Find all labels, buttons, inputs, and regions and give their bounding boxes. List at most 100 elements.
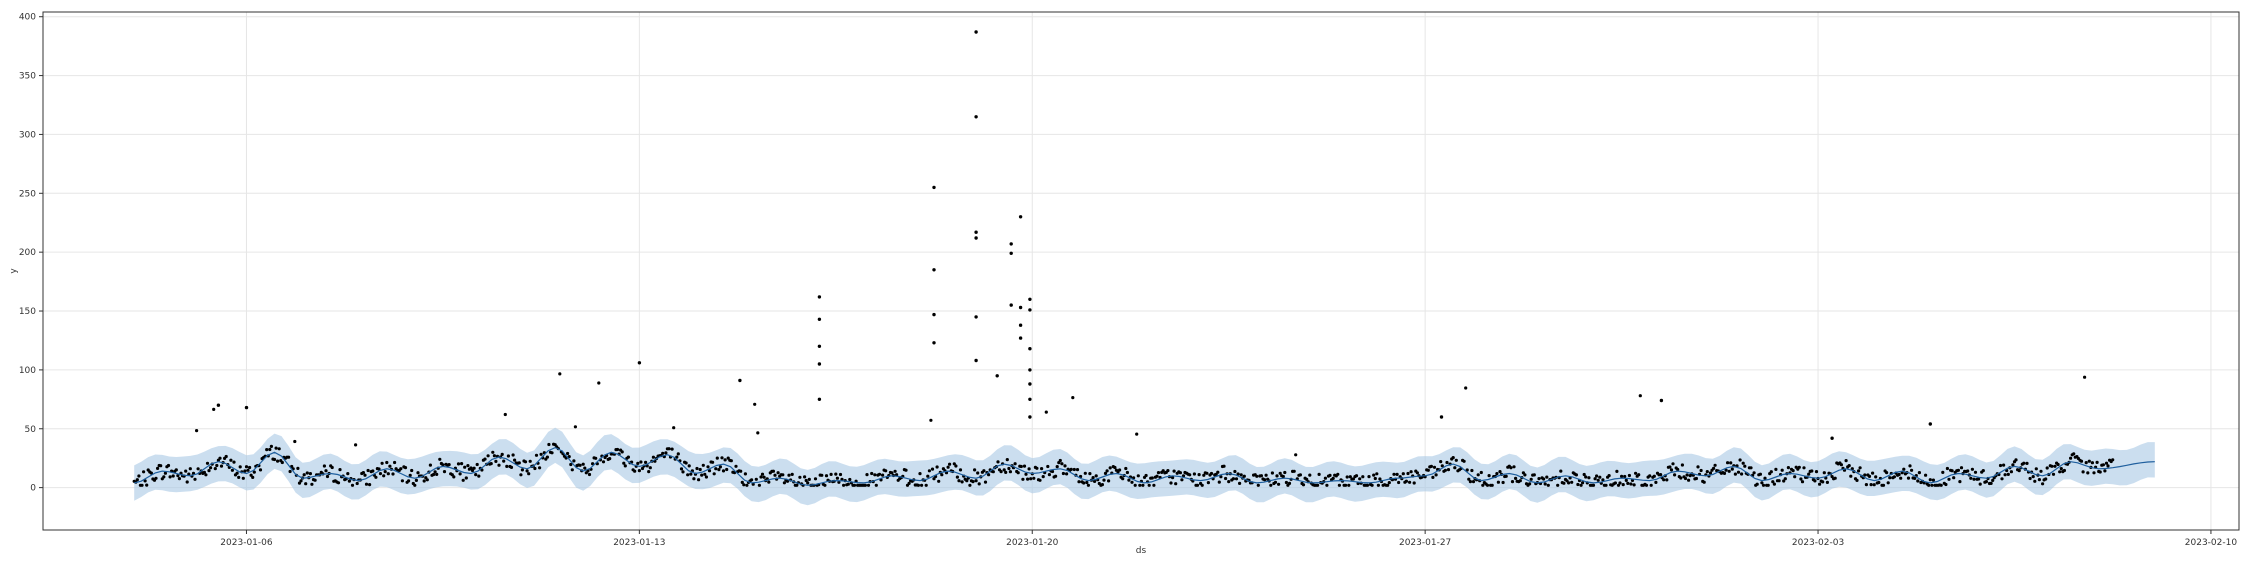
observed-point xyxy=(1665,478,1669,482)
observed-point xyxy=(971,480,975,484)
observed-point xyxy=(2041,482,2045,486)
observed-point xyxy=(1680,463,1684,467)
observed-point xyxy=(274,446,278,450)
observed-point xyxy=(1408,480,1412,484)
observed-point xyxy=(1082,481,1086,485)
observed-point xyxy=(1301,483,1306,487)
observed-point xyxy=(1007,466,1011,471)
observed-point xyxy=(1345,475,1349,479)
observed-point xyxy=(692,477,696,481)
observed-point xyxy=(1141,483,1145,487)
observed-point xyxy=(470,468,475,473)
observed-point xyxy=(1171,476,1175,480)
observed-point xyxy=(940,473,944,477)
observed-point xyxy=(968,483,972,487)
observed-point xyxy=(1467,477,1471,481)
observed-point xyxy=(176,474,180,478)
observed-point xyxy=(932,268,936,272)
observed-point xyxy=(1395,472,1399,476)
observed-point xyxy=(407,479,411,483)
observed-point xyxy=(1959,466,1964,470)
observed-point xyxy=(1256,483,1260,487)
observed-point xyxy=(1892,475,1896,479)
observed-point xyxy=(1054,474,1058,478)
observed-point xyxy=(1849,474,1853,478)
observed-point xyxy=(1481,483,1485,487)
observed-point xyxy=(714,467,718,471)
observed-point xyxy=(2072,452,2076,456)
observed-point xyxy=(1263,478,1267,482)
observed-point xyxy=(703,472,707,476)
observed-point xyxy=(1649,483,1653,487)
observed-point xyxy=(715,456,719,460)
observed-point xyxy=(1897,472,1901,477)
observed-point xyxy=(1361,475,1365,479)
observed-point xyxy=(907,481,911,485)
observed-point xyxy=(500,452,504,456)
observed-point xyxy=(817,397,822,401)
observed-point xyxy=(232,460,236,464)
observed-point xyxy=(1439,415,1444,419)
observed-point xyxy=(670,447,674,451)
observed-point xyxy=(1596,478,1600,482)
observed-point xyxy=(425,478,429,482)
observed-point xyxy=(723,458,727,462)
observed-point xyxy=(463,465,467,469)
observed-point xyxy=(1181,474,1186,478)
observed-point xyxy=(1899,476,1903,480)
observed-point xyxy=(648,466,652,470)
observed-point xyxy=(977,482,981,486)
x-axis: 2023-01-06 2023-01-13 2023-01-20 2023-01-27… xyxy=(220,530,2237,548)
observed-point xyxy=(2084,461,2088,465)
observed-point xyxy=(835,476,840,480)
observed-point xyxy=(1509,466,1513,470)
observed-point xyxy=(957,479,961,483)
observed-point xyxy=(1702,480,1706,484)
observed-point xyxy=(486,454,490,458)
observed-point xyxy=(1022,464,1027,468)
observed-point xyxy=(368,483,372,487)
observed-point xyxy=(1465,468,1469,472)
observed-point xyxy=(1673,473,1677,477)
observed-point xyxy=(1570,480,1574,484)
observed-point xyxy=(1387,481,1391,485)
observed-point xyxy=(1916,479,1920,483)
observed-point xyxy=(795,483,799,487)
observed-point xyxy=(1077,480,1081,484)
observed-point xyxy=(848,477,852,482)
observed-point xyxy=(569,462,573,467)
observed-point xyxy=(1998,463,2003,468)
y-axis-label: y xyxy=(9,268,19,274)
observed-point xyxy=(371,469,375,473)
observed-point xyxy=(1774,467,1778,471)
observed-points xyxy=(132,30,2115,487)
observed-point xyxy=(251,475,255,479)
y-tick-label: 50 xyxy=(25,425,37,435)
observed-point xyxy=(246,468,250,472)
observed-point xyxy=(633,469,637,473)
observed-point xyxy=(1624,478,1628,482)
observed-point xyxy=(2103,469,2107,473)
observed-point xyxy=(492,454,496,458)
observed-point xyxy=(1255,474,1259,478)
observed-point xyxy=(1567,481,1571,485)
observed-point xyxy=(293,439,297,444)
observed-point xyxy=(675,455,679,459)
observed-point xyxy=(1046,464,1050,469)
observed-point xyxy=(2003,473,2007,477)
observed-point xyxy=(1973,470,1978,474)
observed-point xyxy=(904,468,908,472)
observed-point xyxy=(870,471,874,476)
observed-point xyxy=(1727,469,1731,473)
observed-point xyxy=(1222,464,1226,468)
observed-point xyxy=(1367,475,1371,479)
observed-point xyxy=(477,474,481,478)
observed-point xyxy=(1174,482,1178,486)
observed-point xyxy=(1216,470,1220,474)
observed-point xyxy=(1648,474,1652,478)
observed-point xyxy=(391,472,395,476)
observed-point xyxy=(230,468,234,472)
observed-point xyxy=(1166,469,1170,473)
observed-point xyxy=(1100,483,1104,487)
observed-point xyxy=(881,473,885,477)
